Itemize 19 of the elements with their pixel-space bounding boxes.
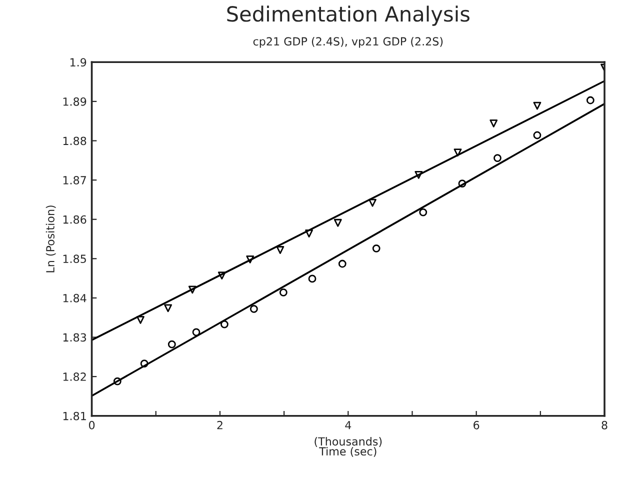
chart-subtitle: cp21 GDP (2.4S), vp21 GDP (2.2S) bbox=[253, 36, 443, 48]
y-axis-title: Ln (Position) bbox=[46, 206, 56, 272]
y-tick-label: 1.87 bbox=[63, 176, 86, 184]
y-tick-label: 1.9 bbox=[70, 58, 86, 67]
x-tick-label: 2 bbox=[217, 420, 222, 430]
y-tick-label: 1.82 bbox=[63, 372, 86, 381]
chart-title: Sedimentation Analysis bbox=[227, 6, 470, 26]
x-axis-title: (Thousands) Time (sec) bbox=[314, 437, 382, 457]
x-tick-label: 6 bbox=[474, 420, 480, 430]
x-tick-label: 0 bbox=[88, 420, 95, 430]
y-tick-label: 1.84 bbox=[63, 294, 86, 302]
y-tick-label: 1.83 bbox=[63, 333, 86, 342]
x-tick-label: 4 bbox=[345, 421, 352, 430]
y-tick-label: 1.86 bbox=[63, 215, 86, 224]
y-tick-label: 1.81 bbox=[63, 412, 86, 420]
y-tick-label: 1.85 bbox=[63, 254, 86, 264]
y-tick-label: 1.88 bbox=[63, 136, 86, 146]
x-tick-label: 8 bbox=[602, 420, 608, 430]
y-tick-label: 1.89 bbox=[63, 97, 86, 106]
